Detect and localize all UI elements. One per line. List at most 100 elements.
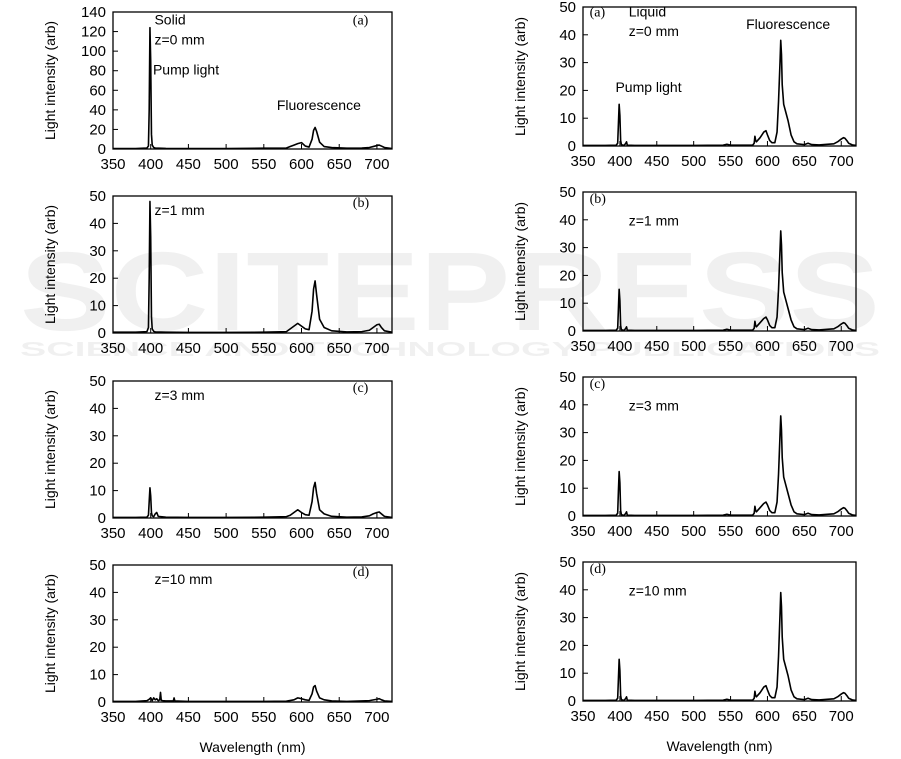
- x-tick-label: 400: [138, 156, 163, 173]
- chart-panel: 350 400 450 500 550 600 650 700 0 20 40 60 80 100 120 1…: [42, 4, 393, 173]
- x-tick-label: 700: [829, 523, 854, 540]
- x-tick-label: 350: [100, 709, 125, 726]
- x-tick-label: 550: [718, 523, 743, 540]
- distance-annotation: z=10 mm: [154, 571, 212, 587]
- x-tick-label: 550: [718, 708, 743, 725]
- x-tick-label: 500: [681, 708, 706, 725]
- x-tick-label: 700: [364, 709, 389, 726]
- y-tick-label: 10: [89, 298, 106, 315]
- x-tick-label: 650: [327, 525, 352, 542]
- x-tick-label: 600: [755, 523, 780, 540]
- y-tick-label: 10: [89, 667, 106, 684]
- x-tick-label: 500: [214, 709, 239, 726]
- y-tick-label: 60: [89, 82, 106, 99]
- distance-annotation: z=3 mm: [629, 397, 679, 413]
- y-tick-label: 0: [568, 508, 576, 525]
- x-tick-label: 600: [755, 338, 780, 355]
- y-tick-label: 20: [89, 455, 106, 472]
- x-tick-label: 500: [681, 523, 706, 540]
- y-tick-label: 50: [559, 554, 576, 571]
- y-tick-label: 80: [89, 63, 106, 80]
- x-tick-label: 400: [138, 525, 163, 542]
- y-tick-label: 30: [89, 428, 106, 445]
- y-axis-label: Light intensity (arb): [512, 387, 528, 506]
- chart-panel: 350 400 450 500 550 600 650 700 0 10 20 30 40 50 Light…: [42, 557, 393, 755]
- y-tick-label: 10: [559, 110, 576, 127]
- x-tick-label: 600: [289, 709, 314, 726]
- y-tick-label: 0: [98, 141, 106, 158]
- y-tick-label: 40: [559, 397, 576, 414]
- panel-title: Solid: [154, 12, 185, 28]
- x-tick-label: 650: [792, 153, 817, 170]
- x-tick-label: 650: [792, 708, 817, 725]
- y-tick-label: 30: [89, 243, 106, 260]
- y-tick-label: 20: [559, 452, 576, 469]
- x-tick-label: 500: [214, 340, 239, 357]
- y-tick-label: 20: [559, 637, 576, 654]
- x-tick-label: 350: [570, 153, 595, 170]
- fluorescence-label: Fluorescence: [746, 16, 830, 32]
- y-tick-label: 20: [559, 267, 576, 284]
- y-tick-label: 0: [98, 325, 106, 342]
- y-tick-label: 50: [559, 184, 576, 201]
- x-tick-label: 550: [251, 709, 276, 726]
- chart-panel: 350 400 450 500 550 600 650 700 0 10 20 30 40 50 Light…: [512, 184, 857, 355]
- y-tick-label: 50: [89, 373, 106, 390]
- y-tick-label: 40: [559, 212, 576, 229]
- pump-light-label: Pump light: [615, 79, 681, 95]
- y-tick-label: 40: [89, 400, 106, 417]
- y-tick-label: 30: [559, 240, 576, 257]
- x-tick-label: 550: [251, 156, 276, 173]
- x-tick-label: 400: [607, 708, 632, 725]
- y-tick-label: 140: [81, 4, 106, 21]
- y-axis-label: Light intensity (arb): [42, 205, 58, 324]
- fluorescence-label: Fluorescence: [277, 97, 361, 113]
- x-tick-label: 450: [644, 338, 669, 355]
- y-tick-label: 50: [89, 557, 106, 574]
- x-tick-label: 350: [570, 338, 595, 355]
- y-tick-label: 20: [559, 82, 576, 99]
- plot-frame: [582, 376, 857, 517]
- y-tick-label: 20: [89, 270, 106, 287]
- panel-tag: (b): [590, 192, 607, 207]
- y-tick-label: 0: [568, 323, 576, 340]
- y-tick-label: 0: [98, 694, 106, 711]
- x-tick-label: 600: [755, 708, 780, 725]
- y-tick-label: 120: [81, 24, 106, 41]
- x-tick-label: 500: [214, 525, 239, 542]
- y-tick-label: 50: [89, 188, 106, 205]
- panel-tag: (c): [590, 377, 606, 392]
- x-tick-label: 400: [607, 153, 632, 170]
- panel-tag: (d): [353, 565, 370, 580]
- x-axis-label: Wavelength (nm): [199, 739, 305, 755]
- x-tick-label: 550: [718, 153, 743, 170]
- panel-tag: (c): [353, 381, 369, 396]
- x-tick-label: 650: [792, 338, 817, 355]
- chart-panel: 350 400 450 500 550 600 650 700 0 10 20 30 40 50 Light…: [42, 188, 393, 357]
- y-tick-label: 0: [568, 138, 576, 155]
- x-tick-label: 450: [176, 156, 201, 173]
- distance-annotation: z=10 mm: [629, 582, 687, 598]
- y-tick-label: 40: [89, 102, 106, 119]
- x-tick-label: 500: [214, 156, 239, 173]
- y-tick-label: 50: [559, 0, 576, 16]
- y-tick-label: 10: [89, 483, 106, 500]
- y-tick-label: 40: [559, 27, 576, 44]
- x-tick-label: 600: [289, 156, 314, 173]
- distance-annotation: z=1 mm: [154, 202, 204, 218]
- x-tick-label: 400: [607, 338, 632, 355]
- y-tick-label: 10: [559, 665, 576, 682]
- x-tick-label: 550: [251, 340, 276, 357]
- y-tick-label: 0: [98, 510, 106, 527]
- y-tick-label: 0: [568, 693, 576, 710]
- y-tick-label: 10: [559, 480, 576, 497]
- spectrum-line: [113, 481, 393, 519]
- chart-panel: 350 400 450 500 550 600 650 700 0 10 20 30 40 50 Light…: [512, 554, 857, 754]
- y-tick-label: 50: [559, 369, 576, 386]
- x-tick-label: 350: [100, 156, 125, 173]
- distance-annotation: z=1 mm: [629, 212, 679, 228]
- x-tick-label: 350: [100, 525, 125, 542]
- spectrum-line: [583, 415, 857, 517]
- x-tick-label: 350: [570, 523, 595, 540]
- x-tick-label: 350: [570, 708, 595, 725]
